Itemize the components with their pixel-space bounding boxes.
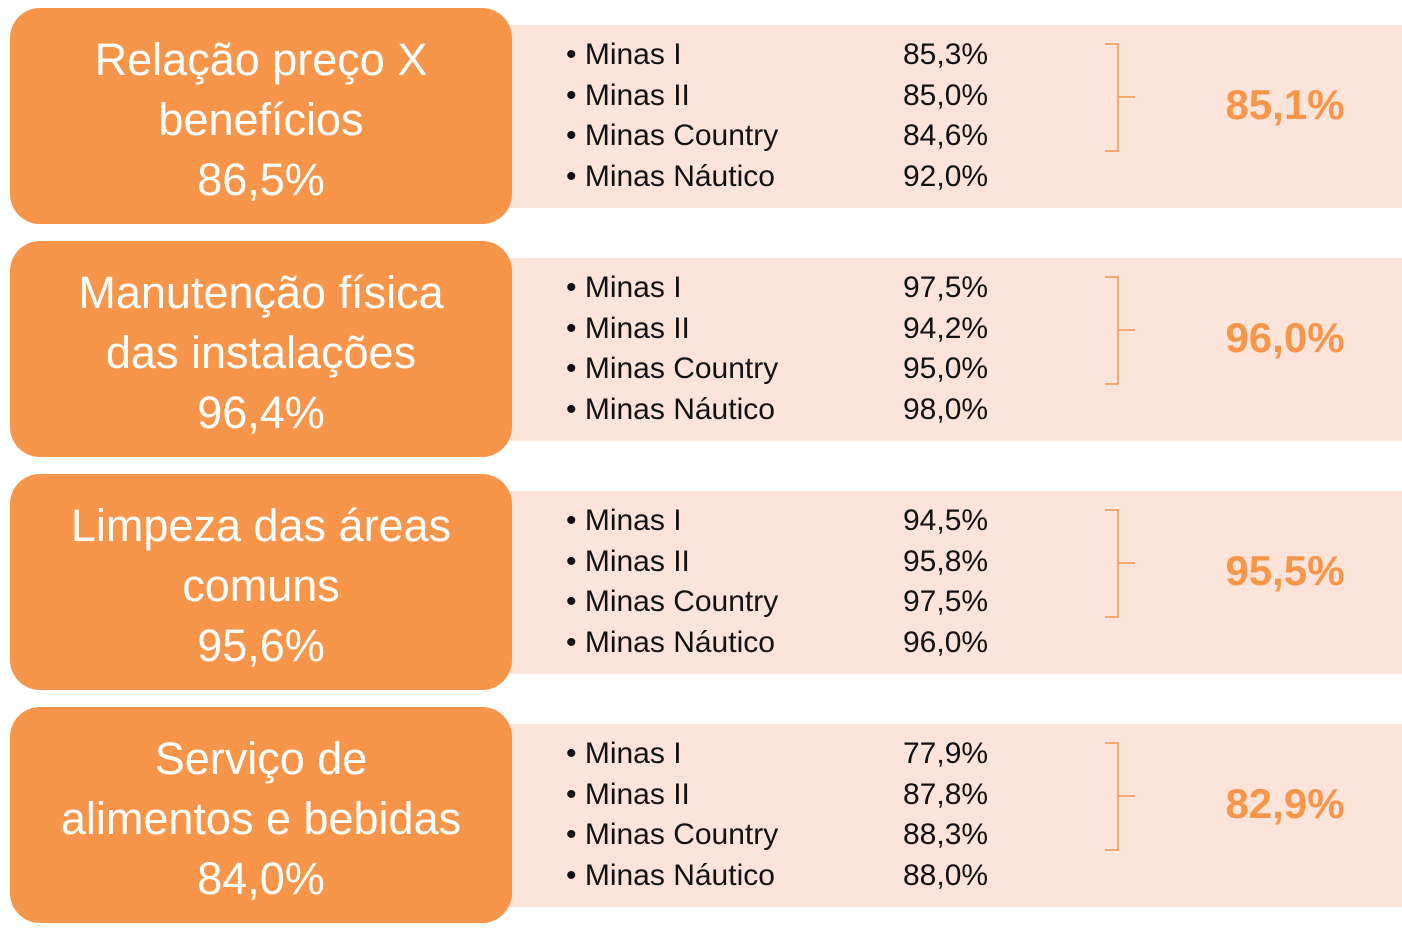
- club-item: Minas Country: [566, 349, 778, 389]
- category-title: Manutenção física: [78, 267, 444, 318]
- club-name: Minas I: [566, 504, 682, 537]
- category-title: comuns: [182, 560, 340, 611]
- club-value: 84,6%: [903, 119, 989, 152]
- bracket-line: [1105, 276, 1135, 385]
- category-title: das instalações: [105, 327, 417, 378]
- club-value: 88,3%: [903, 818, 989, 851]
- club-name: Minas Náutico: [566, 160, 775, 193]
- category-total: 84,0%: [197, 853, 325, 904]
- club-value: 85,3%: [903, 38, 989, 71]
- category-box: Relação preço X benefícios 86,5%: [10, 8, 512, 224]
- category-title: Serviço de: [154, 733, 368, 784]
- club-name: Minas II: [566, 312, 690, 345]
- club-item: Minas I: [566, 35, 682, 75]
- club-item: Minas II: [566, 542, 690, 582]
- summary-value: 85,1%: [1225, 81, 1345, 128]
- club-name: Minas Country: [566, 352, 778, 385]
- category-title: benefícios: [158, 94, 364, 145]
- category-total: 95,6%: [197, 620, 325, 671]
- row: Relação preço X benefícios 86,5% Minas I 85,…: [0, 8, 1402, 241]
- club-item: Minas Country: [566, 116, 778, 156]
- club-item: Minas I: [566, 501, 682, 541]
- detail-panel: [500, 258, 1402, 441]
- bracket-line: [1105, 509, 1135, 618]
- category-box: Limpeza das áreas comuns 95,6%: [10, 474, 512, 690]
- club-value: 88,0%: [903, 858, 989, 892]
- category-title: Limpeza das áreas: [70, 500, 452, 551]
- club-name: Minas Country: [566, 585, 778, 618]
- club-name: Minas I: [566, 737, 682, 770]
- category-title: alimentos e bebidas: [60, 793, 462, 844]
- category-box: Manutenção física das instalações 96,4%: [10, 241, 512, 457]
- club-name: Minas Náutico: [566, 859, 775, 892]
- club-item: Minas I: [566, 734, 682, 774]
- club-item: Minas Náutico: [566, 856, 775, 896]
- summary-value: 95,5%: [1225, 547, 1345, 594]
- bracket: [1105, 43, 1135, 152]
- club-name: Minas Náutico: [566, 393, 775, 426]
- summary-value: 82,9%: [1225, 780, 1345, 827]
- club-name: Minas Country: [566, 119, 778, 152]
- club-value: 96,0%: [903, 625, 989, 659]
- bracket: [1105, 509, 1135, 618]
- detail-panel: [500, 724, 1402, 907]
- bracket: [1105, 742, 1135, 851]
- club-item: Minas Náutico: [566, 157, 775, 197]
- club-value: 94,2%: [903, 311, 989, 345]
- club-name: Minas Country: [566, 818, 778, 851]
- club-item: Minas Country: [566, 582, 778, 622]
- club-item: Minas Náutico: [566, 623, 775, 663]
- club-value: 77,9%: [903, 737, 989, 770]
- club-item: Minas II: [566, 309, 690, 349]
- club-value: 85,0%: [903, 78, 989, 112]
- club-name: Minas II: [566, 778, 690, 811]
- club-value: 97,5%: [903, 271, 989, 304]
- club-value: 98,0%: [903, 392, 989, 426]
- club-value: 95,8%: [903, 544, 989, 578]
- summary-value: 96,0%: [1225, 314, 1345, 361]
- club-value: 97,5%: [903, 585, 989, 618]
- club-item: Minas II: [566, 775, 690, 815]
- club-value: 92,0%: [903, 159, 989, 193]
- bracket-line: [1105, 742, 1135, 851]
- club-name: Minas I: [566, 38, 682, 71]
- detail-panel: [500, 491, 1402, 674]
- bracket: [1105, 276, 1135, 385]
- club-value: 94,5%: [903, 504, 989, 537]
- row: Serviço de alimentos e bebidas 84,0% Minas …: [0, 707, 1402, 940]
- club-item: Minas Náutico: [566, 390, 775, 430]
- club-name: Minas II: [566, 545, 690, 578]
- club-value: 95,0%: [903, 352, 989, 385]
- club-item: Minas Country: [566, 815, 778, 855]
- club-item: Minas II: [566, 76, 690, 116]
- club-value: 87,8%: [903, 777, 989, 811]
- category-total: 96,4%: [197, 387, 325, 438]
- club-name: Minas Náutico: [566, 626, 775, 659]
- bracket-line: [1105, 43, 1135, 152]
- row: Limpeza das áreas comuns 95,6% Minas I 94,5%…: [0, 474, 1402, 707]
- category-total: 86,5%: [197, 154, 325, 205]
- category-box: Serviço de alimentos e bebidas 84,0%: [10, 707, 512, 923]
- club-item: Minas I: [566, 268, 682, 308]
- page: (() => { const data = JSON.parse(documen…: [0, 8, 1402, 923]
- detail-panel: [500, 25, 1402, 208]
- club-name: Minas I: [566, 271, 682, 304]
- category-title: Relação preço X: [94, 34, 428, 85]
- row: Manutenção física das instalações 96,4% Min…: [0, 241, 1402, 474]
- club-name: Minas II: [566, 79, 690, 112]
